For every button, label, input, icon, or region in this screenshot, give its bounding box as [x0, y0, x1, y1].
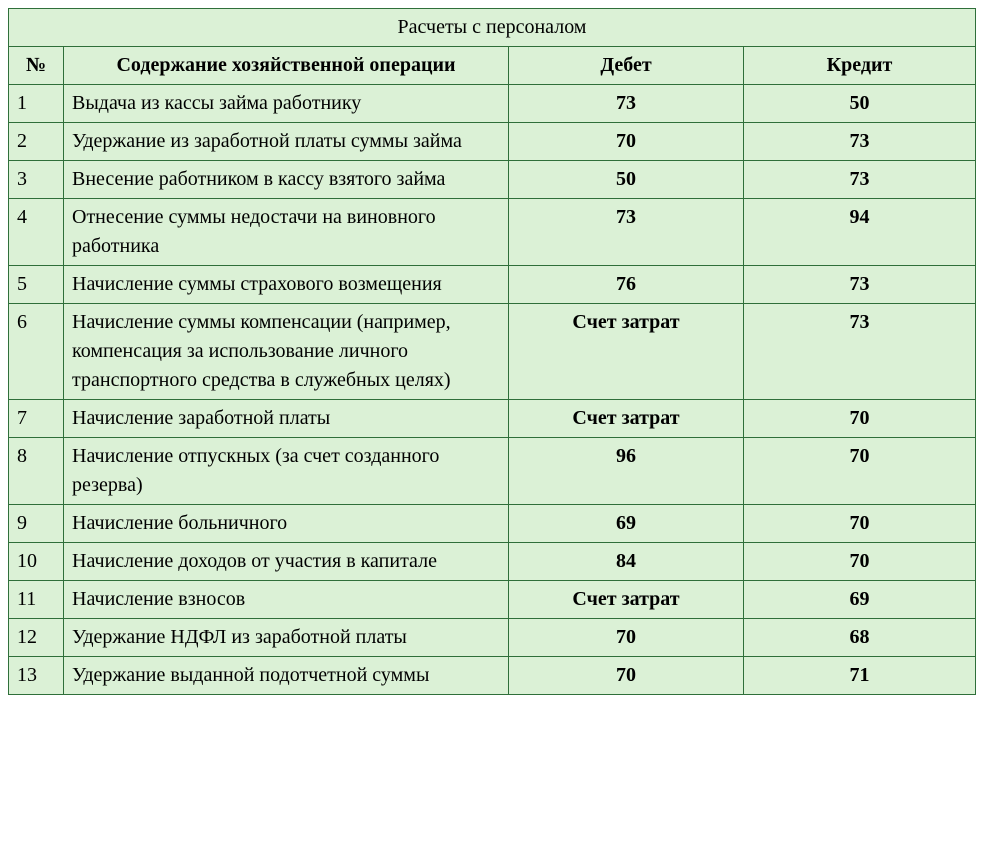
cell-num: 7 — [9, 400, 64, 438]
cell-credit: 70 — [744, 438, 976, 505]
cell-debit: 70 — [509, 657, 744, 695]
table-row: 6 Начисление суммы компенсации (например… — [9, 304, 976, 400]
cell-debit: Счет затрат — [509, 400, 744, 438]
table-title: Расчеты с персоналом — [9, 9, 976, 47]
cell-debit: 76 — [509, 266, 744, 304]
cell-debit: 73 — [509, 199, 744, 266]
header-debit: Дебет — [509, 47, 744, 85]
cell-num: 11 — [9, 581, 64, 619]
cell-debit: 73 — [509, 85, 744, 123]
cell-credit: 50 — [744, 85, 976, 123]
table-row: 12 Удержание НДФЛ из заработной платы 70… — [9, 619, 976, 657]
table-row: 7 Начисление заработной платы Счет затра… — [9, 400, 976, 438]
cell-debit: 50 — [509, 161, 744, 199]
cell-debit: 70 — [509, 123, 744, 161]
cell-credit: 69 — [744, 581, 976, 619]
cell-credit: 71 — [744, 657, 976, 695]
cell-desc: Выдача из кассы займа работнику — [64, 85, 509, 123]
cell-num: 8 — [9, 438, 64, 505]
cell-num: 2 — [9, 123, 64, 161]
cell-credit: 73 — [744, 123, 976, 161]
cell-num: 4 — [9, 199, 64, 266]
title-row: Расчеты с персоналом — [9, 9, 976, 47]
table-row: 1 Выдача из кассы займа работнику 73 50 — [9, 85, 976, 123]
table-row: 5 Начисление суммы страхового возмещения… — [9, 266, 976, 304]
cell-desc: Начисление заработной платы — [64, 400, 509, 438]
cell-desc: Внесение работником в кассу взятого займ… — [64, 161, 509, 199]
table-row: 4 Отнесение суммы недостачи на виновного… — [9, 199, 976, 266]
cell-credit: 70 — [744, 505, 976, 543]
cell-desc: Начисление доходов от участия в капитале — [64, 543, 509, 581]
cell-debit: Счет затрат — [509, 304, 744, 400]
cell-desc: Начисление взносов — [64, 581, 509, 619]
cell-num: 9 — [9, 505, 64, 543]
table-row: 11 Начисление взносов Счет затрат 69 — [9, 581, 976, 619]
cell-num: 6 — [9, 304, 64, 400]
cell-num: 12 — [9, 619, 64, 657]
cell-desc: Удержание выданной подотчетной суммы — [64, 657, 509, 695]
cell-desc: Начисление суммы компенсации (например, … — [64, 304, 509, 400]
table-row: 13 Удержание выданной подотчетной суммы … — [9, 657, 976, 695]
header-credit: Кредит — [744, 47, 976, 85]
cell-credit: 73 — [744, 304, 976, 400]
table-row: 2 Удержание из заработной платы суммы за… — [9, 123, 976, 161]
table-row: 3 Внесение работником в кассу взятого за… — [9, 161, 976, 199]
cell-desc: Начисление больничного — [64, 505, 509, 543]
cell-credit: 73 — [744, 266, 976, 304]
cell-credit: 94 — [744, 199, 976, 266]
header-num: № — [9, 47, 64, 85]
cell-desc: Удержание из заработной платы суммы займ… — [64, 123, 509, 161]
table-body: Расчеты с персоналом № Содержание хозяйс… — [9, 9, 976, 695]
cell-num: 1 — [9, 85, 64, 123]
header-desc: Содержание хозяйственной операции — [64, 47, 509, 85]
cell-credit: 73 — [744, 161, 976, 199]
cell-num: 3 — [9, 161, 64, 199]
accounting-table: Расчеты с персоналом № Содержание хозяйс… — [8, 8, 976, 695]
cell-desc: Удержание НДФЛ из заработной платы — [64, 619, 509, 657]
cell-num: 5 — [9, 266, 64, 304]
cell-debit: 70 — [509, 619, 744, 657]
cell-debit: 69 — [509, 505, 744, 543]
cell-desc: Начисление суммы страхового возмещения — [64, 266, 509, 304]
table-row: 8 Начисление отпускных (за счет созданно… — [9, 438, 976, 505]
cell-desc: Начисление отпускных (за счет созданного… — [64, 438, 509, 505]
table-row: 9 Начисление больничного 69 70 — [9, 505, 976, 543]
cell-num: 10 — [9, 543, 64, 581]
cell-credit: 68 — [744, 619, 976, 657]
cell-desc: Отнесение суммы недостачи на виновного р… — [64, 199, 509, 266]
cell-debit: 84 — [509, 543, 744, 581]
cell-credit: 70 — [744, 400, 976, 438]
cell-num: 13 — [9, 657, 64, 695]
cell-debit: Счет затрат — [509, 581, 744, 619]
cell-credit: 70 — [744, 543, 976, 581]
table-row: 10 Начисление доходов от участия в капит… — [9, 543, 976, 581]
header-row: № Содержание хозяйственной операции Дебе… — [9, 47, 976, 85]
cell-debit: 96 — [509, 438, 744, 505]
